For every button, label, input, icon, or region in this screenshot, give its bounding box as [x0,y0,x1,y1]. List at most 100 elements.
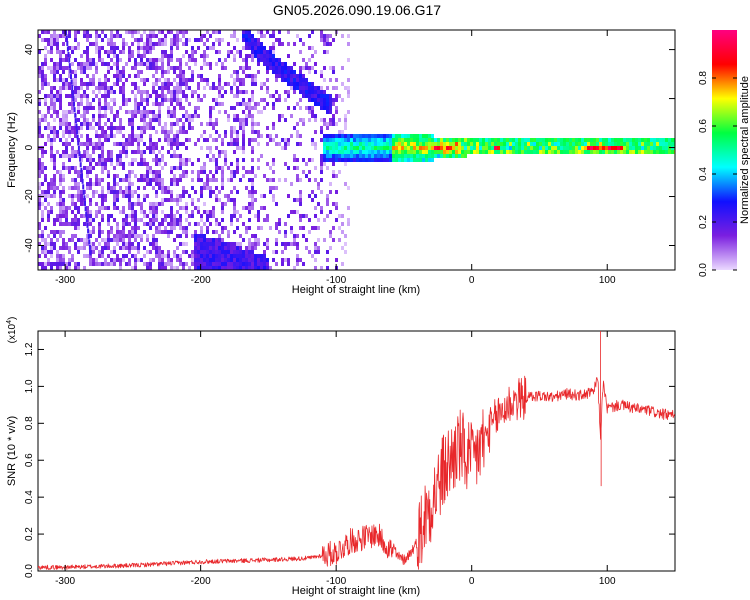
heatmap-cell [84,200,86,206]
heatmap-cell [161,94,164,98]
heatmap-cell [227,54,230,58]
heatmap-cell [251,150,254,154]
heatmap-cell [113,202,116,206]
heatmap-cell [485,138,488,142]
heatmap-cell [170,142,173,146]
heatmap-cell [182,126,185,130]
heatmap-cell [299,98,302,102]
heatmap-cell [53,242,56,246]
heatmap-cell [392,158,395,162]
heatmap-cell [104,110,107,114]
heatmap-cell [206,122,209,126]
heatmap-cell [107,138,110,142]
heatmap-cell [215,198,218,202]
heatmap-cell [167,66,170,70]
heatmap-cell [149,202,152,206]
heatmap-cell [185,42,188,46]
heatmap-cell [170,114,173,118]
heatmap-cell [506,146,509,150]
heatmap-cell [344,162,347,166]
heatmap-cell [173,98,176,102]
heatmap-cell [452,150,455,154]
heatmap-cell [155,34,158,38]
heatmap-cell [614,142,617,146]
heatmap-cell [626,146,629,150]
heatmap-cell [209,118,212,122]
heatmap-cell [74,206,77,210]
heatmap-cell [389,146,392,150]
heatmap-cell [131,114,134,118]
heatmap-cell [41,238,44,242]
heatmap-cell [71,186,74,190]
heatmap-cell [209,66,212,70]
heatmap-cell [275,142,278,146]
heatmap-cell [365,146,368,150]
heatmap-cell [158,106,161,110]
heatmap-cell [152,170,155,174]
heatmap-cell [140,98,143,102]
heatmap-cell [356,134,359,138]
heatmap-cell [62,262,65,266]
heatmap-cell [269,58,272,62]
heatmap-cell [338,170,341,174]
heatmap-cell [230,178,233,182]
heatmap-cell [134,262,137,266]
heatmap-cell [368,150,371,154]
heatmap-cell [75,123,78,129]
heatmap-cell [98,254,101,258]
heatmap-cell [173,150,176,154]
heatmap-cell [176,74,179,78]
heatmap-cell [218,94,221,98]
heatmap-cell [143,230,146,234]
heatmap-cell [173,34,176,38]
heatmap-cell [128,142,131,146]
heatmap-cell [323,154,326,158]
heatmap-cell [116,162,119,166]
heatmap-cell [278,218,281,222]
heatmap-cell [425,134,428,138]
heatmap-cell [566,142,569,146]
colorbar-label: Normalized spectral amplitude [739,76,750,224]
heatmap-cell [197,38,200,42]
heatmap-cell [80,86,83,90]
heatmap-cell [605,142,608,146]
heatmap-cell [50,142,53,146]
heatmap-cell [77,262,80,266]
heatmap-cell [41,66,44,70]
heatmap-cell [233,30,236,34]
heatmap-cell [62,86,65,90]
heatmap-cell [242,130,245,134]
heatmap-cell [80,114,83,118]
heatmap-cell [635,138,638,142]
heatmap-cell [74,170,77,174]
heatmap-cell [299,82,302,86]
heatmap-cell [98,194,101,198]
heatmap-cell [614,138,617,142]
heatmap-cell [308,82,311,86]
heatmap-cell [215,38,218,42]
heatmap-cell [413,150,416,154]
heatmap-cell [395,158,398,162]
heatmap-cell [149,258,152,262]
heatmap-cell [227,234,230,238]
heatmap-cell [347,34,350,38]
heatmap-cell [389,134,392,138]
heatmap-cell [110,238,113,242]
heatmap-cell [149,50,152,54]
heatmap-cell [107,126,110,130]
heatmap-cell [116,190,119,194]
heatmap-cell [134,58,137,62]
heatmap-cell [251,98,254,102]
heatmap-cell [65,142,68,146]
heatmap-cell [194,50,197,54]
heatmap-cell [269,190,272,194]
heatmap-cell [221,250,224,254]
heatmap-cell [53,246,56,250]
heatmap-cell [437,146,440,150]
heatmap-cell [176,138,179,142]
heatmap-cell [134,202,137,206]
heatmap-cell [161,74,164,78]
heatmap-cell [131,50,134,54]
heatmap-cell [539,146,542,150]
heatmap-cell [338,214,341,218]
